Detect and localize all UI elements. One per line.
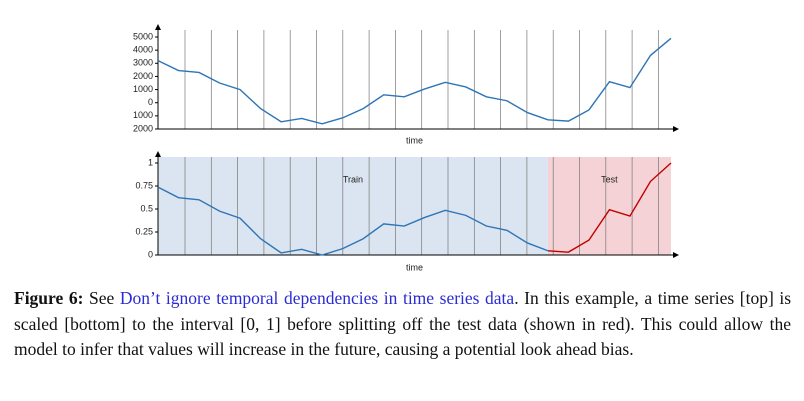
x-axis-label: time	[406, 262, 423, 272]
y-tick-label: 0.75	[135, 180, 153, 190]
y-arrow	[155, 24, 161, 30]
y-tick-label: 2000	[133, 123, 153, 133]
y-tick-label: 0	[148, 97, 153, 107]
y-tick-label: 1000	[133, 110, 153, 120]
x-arrow	[673, 252, 679, 258]
caption-text: . In this example, a time series [top] i…	[14, 288, 792, 359]
x-arrow	[673, 126, 679, 132]
y-tick-label: 1000	[133, 84, 153, 94]
series-line	[157, 37, 672, 125]
caption-pre: See	[88, 288, 115, 308]
y-tick-label: 0.5	[140, 203, 153, 213]
caption: Figure 6: See Don’t ignore temporal depe…	[14, 286, 791, 363]
region-label: Test	[601, 174, 618, 184]
figure: time 2000 1000 0 1000 2000 3000 4000 5000 Train Te…	[133, 24, 679, 272]
y-tick-label: 1	[148, 157, 153, 167]
caption-link[interactable]: Don’t ignore temporal dependencies in ti…	[119, 288, 515, 308]
caption-label: Figure 6:	[14, 288, 84, 308]
region	[547, 157, 671, 255]
y-tick-label: 0.25	[135, 226, 153, 236]
y-tick-label: 2000	[133, 71, 153, 81]
y-tick-label: 5000	[133, 31, 153, 41]
series-line	[547, 162, 672, 253]
y-tick-label: 3000	[133, 58, 153, 68]
y-arrow	[155, 151, 161, 157]
region-label: Train	[343, 174, 363, 184]
region	[158, 157, 548, 255]
x-axis-label: time	[406, 135, 423, 145]
series-line	[157, 186, 549, 256]
y-tick-label: 4000	[133, 45, 153, 55]
y-tick-label: 0	[148, 249, 153, 259]
